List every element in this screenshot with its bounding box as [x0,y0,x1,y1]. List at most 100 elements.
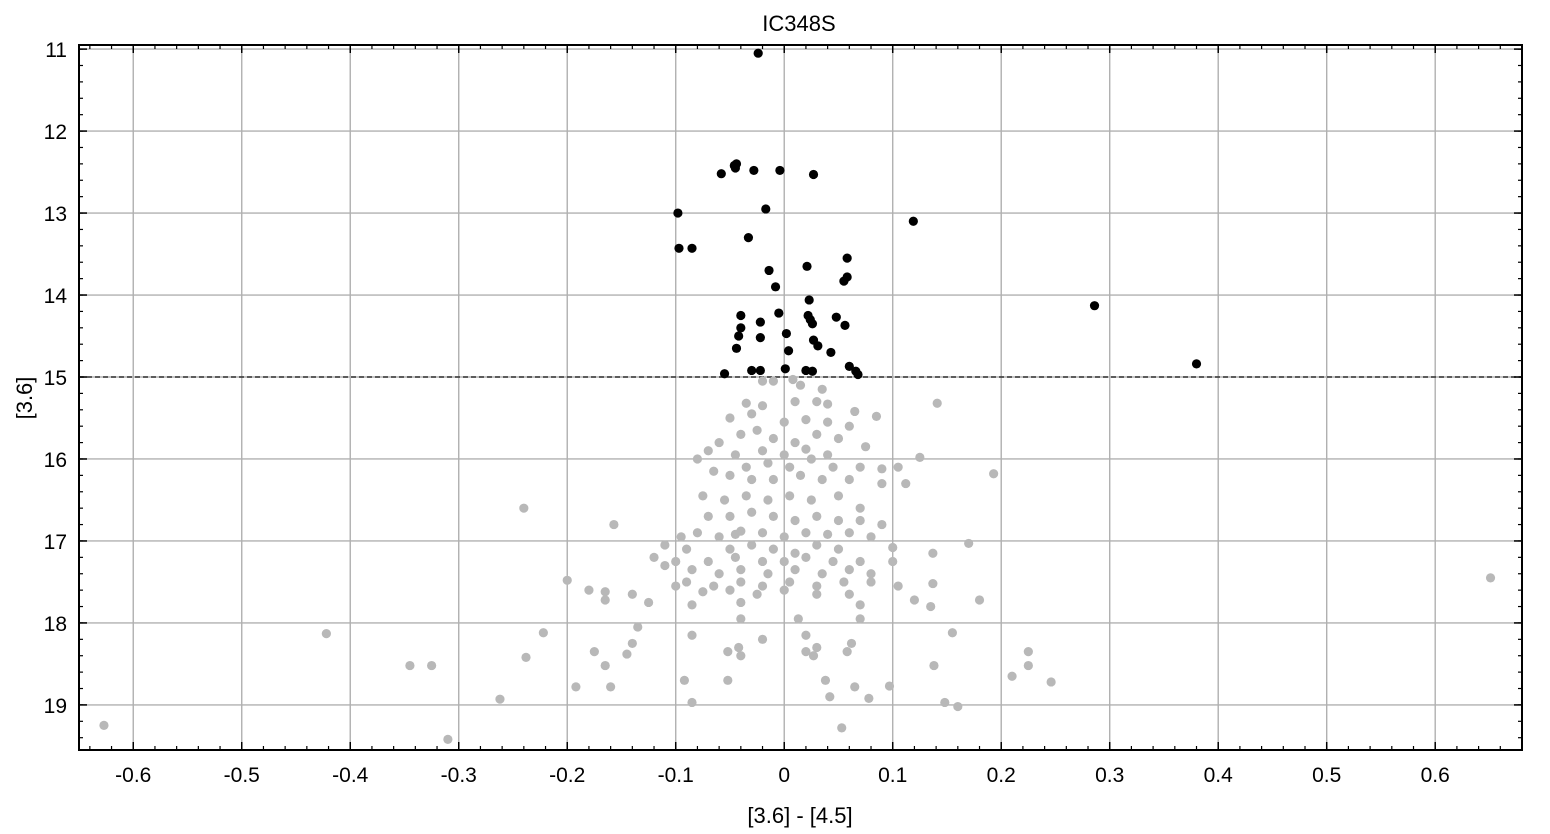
bright-star-point [761,204,771,214]
bright-star-point [719,369,730,379]
faint-star-point [844,589,854,599]
faint-star-point [538,628,548,638]
faint-star-point [860,442,871,452]
faint-star-point [808,651,819,661]
faint-star-point [606,682,616,692]
faint-star-point [1023,660,1033,671]
bright-star-point [781,328,791,339]
faint-star-point [828,556,838,567]
faint-star-point [888,542,898,553]
faint-star-point [989,469,999,479]
y-tick-label: 18 [44,613,67,636]
faint-star-point [714,532,724,542]
faint-star-point [714,569,724,579]
faint-star-point [820,675,831,685]
bright-star-point [808,169,819,180]
faint-star-point [679,675,690,685]
faint-star-point [725,470,735,480]
faint-star-point [779,417,789,427]
faint-star-point [793,614,803,624]
faint-star-point [671,556,681,567]
faint-star-point [427,660,437,671]
x-tick-label: 0.1 [878,764,907,787]
faint-star-point [600,595,610,605]
bright-star-point [842,253,852,263]
faint-star-point [768,544,778,554]
bright-star-point [749,165,759,176]
faint-star-point [928,548,938,558]
faint-star-point [909,595,920,605]
faint-star-point [1007,671,1017,681]
faint-star-point [734,642,744,653]
bright-star-point [736,323,746,333]
faint-star-point [893,462,903,472]
faint-star-point [884,681,895,691]
faint-star-point [812,429,822,439]
faint-star-point [823,529,833,540]
faint-star-point [725,511,735,521]
faint-star-point [795,470,806,480]
faint-star-point [768,433,778,444]
faint-star-point [757,581,768,591]
faint-star-point [1023,647,1033,657]
faint-star-point [833,491,844,501]
faint-star-point [823,417,833,427]
faint-star-point [757,401,768,411]
faint-star-point [757,634,768,644]
faint-star-point [964,538,974,549]
y-tick-label: 15 [44,367,67,390]
y-tick-label: 11 [45,39,67,62]
x-tick-label: -0.2 [549,764,585,787]
faint-star-point [795,380,806,390]
faint-star-point [600,587,610,597]
faint-star-point [521,652,531,662]
faint-star-point [768,474,778,485]
faint-star-point [687,697,697,708]
faint-star-point [768,511,778,521]
bright-star-point [755,317,765,327]
faint-star-point [790,548,800,558]
faint-star-point [600,660,610,671]
bright-star-point [755,365,765,376]
faint-star-point [736,597,746,608]
y-tick-label: 17 [44,531,67,554]
faint-star-point [757,376,768,386]
faint-star-point [723,647,733,657]
bright-star-point [731,159,742,169]
faint-star-point [850,406,860,417]
faint-star-point [757,446,768,456]
faint-star-point [627,589,637,599]
faint-star-point [703,446,713,456]
faint-star-point [779,532,789,542]
faint-star-point [828,462,838,472]
faint-star-point [736,526,746,536]
bright-star-point [839,276,849,286]
bright-star-point [673,208,683,218]
faint-star-point [855,462,865,472]
faint-star-point [763,458,773,468]
faint-star-point [757,528,768,538]
bright-star-point [774,308,784,318]
faint-star-point [812,642,822,653]
faint-star-point [747,507,757,517]
faint-star-point [790,515,800,526]
faint-star-point [953,701,963,712]
faint-star-point [801,647,811,657]
faint-star-point [692,454,703,464]
y-tick-label: 14 [44,285,68,308]
bright-points [673,48,1202,380]
bright-star-point [840,320,850,330]
faint-star-point [741,462,751,472]
faint-star-point [812,511,822,521]
faint-star-point [779,585,789,595]
faint-star-point [801,528,811,538]
faint-star-point [681,577,692,587]
x-tick-label: -0.3 [441,764,477,787]
bright-star-point [1089,301,1100,311]
faint-star-point [833,515,844,526]
bright-star-point [1191,359,1202,369]
faint-star-point [877,464,887,474]
x-tick-label: 0.2 [987,764,1016,787]
faint-star-point [747,409,757,419]
x-tick-label: 0.5 [1312,764,1341,787]
